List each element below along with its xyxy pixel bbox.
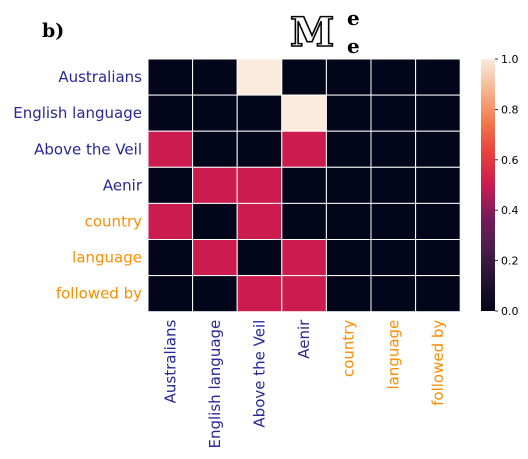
heatmap-cell [192,166,238,204]
heatmap-cell [147,275,194,313]
colorbar-gradient [481,59,495,311]
row-tick-label: language [72,249,142,267]
heatmap-cell [281,58,327,96]
heatmap-cell [147,130,194,168]
heatmap-cell [281,130,327,168]
heatmap-cell [236,202,283,240]
heatmap-cell [147,166,194,204]
heatmap-cell [192,202,238,240]
row-tick-label: Aenir [103,176,143,194]
heatmap-cell [281,239,327,277]
chart-title-superscript: e [347,6,360,30]
heatmap-cell [281,166,327,204]
col-tick-label: Aenir [295,319,313,359]
heatmap-cell [370,275,417,313]
heatmap-cell [415,239,461,277]
heatmap-cell [147,58,194,96]
heatmap-cell [236,130,283,168]
heatmap-cell [192,130,238,168]
colorbar-tick-label: 0.4 [501,204,519,217]
col-tick-label: Australians [161,320,179,404]
heatmap-cell [370,166,417,204]
heatmap-cell [236,239,283,277]
heatmap-cell [281,275,327,313]
heatmap-cell [415,58,461,96]
row-tick-label: English language [13,104,142,122]
heatmap-cell [236,94,283,132]
heatmap-cell [192,94,238,132]
heatmap-cell [370,239,417,277]
heatmap-cell [415,130,461,168]
heatmap-cell [236,275,283,313]
heatmap-cell [281,94,327,132]
heatmap-cell [147,202,194,240]
heatmap-cell [370,202,417,240]
heatmap-cell [325,166,372,204]
col-tick-label: country [340,320,358,377]
colorbar-tick-label: 0.6 [501,154,519,167]
row-tick-label: Above the Veil [34,140,142,158]
col-tick-label: English language [206,320,224,449]
row-tick-label: Australians [58,68,142,86]
heatmap-cell [325,94,372,132]
heatmap-cell [370,94,417,132]
heatmap-cell [370,130,417,168]
panel-label: b) [42,20,65,42]
col-tick-label: followed by [429,320,447,406]
heatmap-cell [147,239,194,277]
heatmap-cell [325,275,372,313]
col-tick-label: language [384,320,402,390]
heatmap-cell [415,275,461,313]
colorbar-tick-label: 1.0 [501,53,519,66]
heatmap-cell [281,202,327,240]
heatmap-cell [325,202,372,240]
chart-title: M e e [289,6,360,58]
heatmap-cell [192,275,238,313]
col-tick-label: Above the Veil [251,320,269,428]
colorbar-tick-label: 0.0 [501,305,519,318]
heatmap-cell [415,166,461,204]
heatmap-cell [325,239,372,277]
heatmap-cell [415,202,461,240]
colorbar-tick-label: 0.2 [501,255,519,268]
row-tick-label: followed by [56,285,142,303]
chart-title-subscript: e [347,34,360,58]
heatmap-cell [192,239,238,277]
heatmap-cell [415,94,461,132]
heatmap-cell [236,58,283,96]
row-tick-label: country [85,212,142,230]
heatmap-cell [370,58,417,96]
colorbar-tick-label: 0.8 [501,103,519,116]
heatmap-cell [236,166,283,204]
heatmap-cell [147,94,194,132]
colorbar: 1.0 0.8 0.6 0.4 0.2 0.0 [481,53,519,318]
heatmap-cell [325,58,372,96]
chart-title-main: M [290,9,334,56]
heatmap-cell [325,130,372,168]
heatmap-cell [192,58,238,96]
